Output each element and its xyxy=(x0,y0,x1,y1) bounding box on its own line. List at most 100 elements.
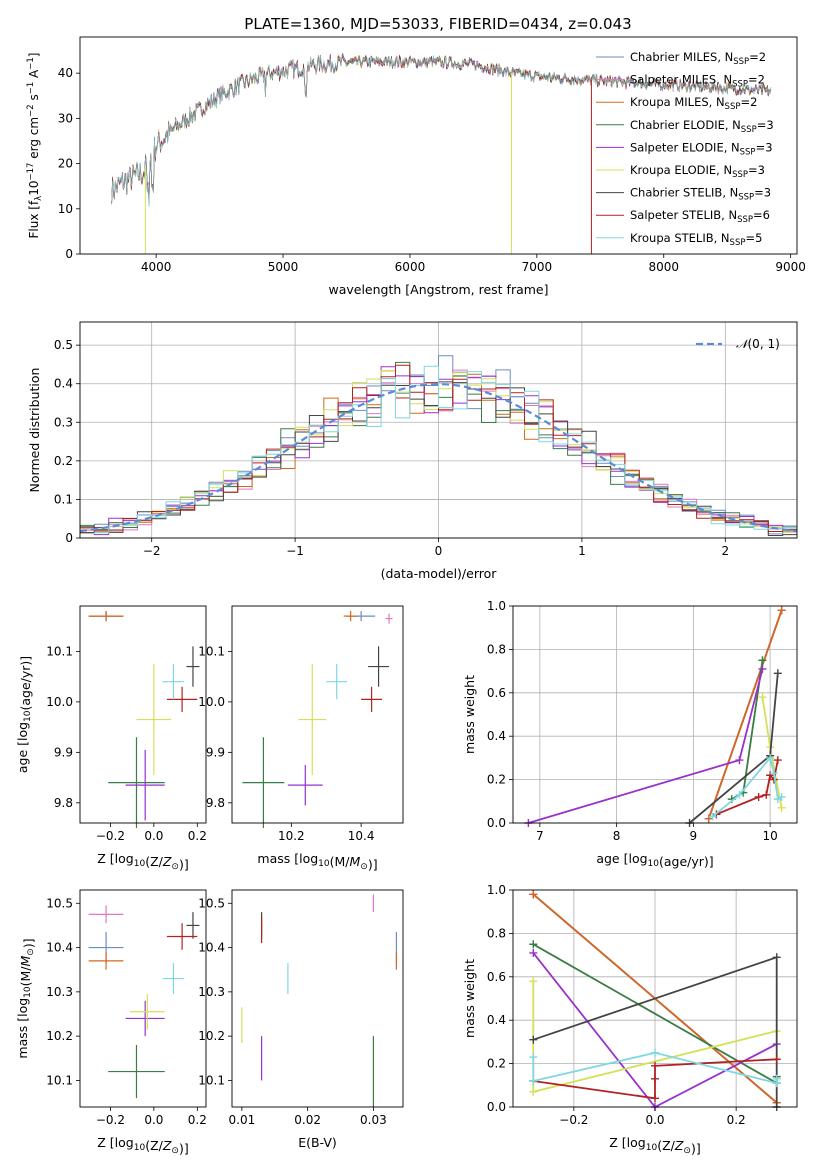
weight-marker xyxy=(769,769,778,778)
x-tick-label: 0.0 xyxy=(144,829,163,843)
weight-marker xyxy=(758,656,767,665)
y-tick-label: 20 xyxy=(58,157,73,171)
x-tick-label: −0.2 xyxy=(96,829,125,843)
x-tick-label: 0.0 xyxy=(645,1113,664,1127)
weight-marker xyxy=(529,1076,538,1085)
legend-entry: 𝒩(0, 1) xyxy=(736,337,780,351)
weight-marker xyxy=(766,753,775,762)
x-axis-label: Z [log10(Z/Z⊙)] xyxy=(609,1135,700,1156)
y-tick-label: 0.8 xyxy=(487,926,506,940)
weight-marker xyxy=(529,1035,538,1044)
x-tick-label: 5000 xyxy=(268,260,299,274)
legend-entry: Kroupa MILES, NSSP=2 xyxy=(630,95,757,112)
weight-marker xyxy=(529,940,538,949)
x-axis-label: E(B-V) xyxy=(298,1135,337,1150)
weight-marker xyxy=(529,1053,538,1062)
errorbar-point xyxy=(108,1045,165,1099)
weight-marker xyxy=(762,790,771,799)
errorbar-point xyxy=(129,994,165,1030)
y-tick-label: 30 xyxy=(58,111,73,125)
x-tick-label: 0.2 xyxy=(188,829,207,843)
y-axis-label: Normed distribution xyxy=(27,368,42,493)
y-tick-label: 0.2 xyxy=(487,773,506,787)
mass-vs-Z-panel: −0.2 0.0 0.2 10.1 10.2 10.3 10.4 10.5 Z [log10(Z… xyxy=(15,889,207,1156)
x-axis-label: age [log10(age/yr)] xyxy=(596,851,713,869)
y-tick-label: 10.1 xyxy=(198,1073,225,1087)
weight-marker xyxy=(529,977,538,986)
weight-marker xyxy=(651,1048,659,1057)
x-axis-label: Z [log10(Z/Z⊙)] xyxy=(97,1135,188,1156)
errorbar-point xyxy=(88,952,124,970)
axes-frame xyxy=(512,605,798,824)
x-tick-label: 9 xyxy=(690,829,698,843)
y-tick-label: 0.4 xyxy=(54,377,73,391)
x-tick-label: 0.0 xyxy=(144,1113,163,1127)
legend: Chabrier MILES, NSSP=2 Salpeter MILES, NS… xyxy=(596,50,774,248)
y-axis-label: mass [log10(M/M⊙)] xyxy=(15,938,36,1058)
errorbar-point xyxy=(287,764,323,806)
errorbar-point xyxy=(162,664,185,700)
x-tick-label: 0.01 xyxy=(229,1113,256,1127)
y-tick-label: 0.0 xyxy=(487,816,506,830)
y-tick-label: 0 xyxy=(65,247,73,261)
errorbar-point xyxy=(166,923,198,950)
y-tick-label: 10 xyxy=(58,202,73,216)
y-tick-label: 1.0 xyxy=(487,883,506,897)
x-axis-label: mass [log10(M/M⊙)] xyxy=(257,851,377,872)
y-tick-label: 0.4 xyxy=(487,1013,506,1027)
y-axis-label: mass weight xyxy=(462,959,477,1038)
weight-marker xyxy=(651,1094,659,1103)
x-axis-label: (data-model)/error xyxy=(381,566,498,581)
y-tick-label: 0.5 xyxy=(54,338,73,352)
errorbar-point xyxy=(186,912,200,939)
spectrum-panel: 4000 5000 6000 7000 8000 9000 0 10 20 30 40 wavelen… xyxy=(26,36,806,297)
weight-marker xyxy=(777,792,786,801)
x-tick-label: 8000 xyxy=(648,260,679,274)
y-tick-label: 10.2 xyxy=(198,1029,225,1043)
y-tick-label: 10.3 xyxy=(46,985,73,999)
y-tick-label: 10.2 xyxy=(46,1029,73,1043)
errorbar-point xyxy=(162,963,185,995)
legend-entry: Salpeter ELODIE, NSSP=3 xyxy=(630,140,773,157)
y-tick-label: 0.2 xyxy=(487,1057,506,1071)
x-tick-label: 9000 xyxy=(775,260,806,274)
legend-entry: Salpeter STELIB, NSSP=6 xyxy=(630,208,770,225)
legend-entry: Chabrier MILES, NSSP=2 xyxy=(630,50,766,67)
y-axis-label: Flux [fλ10−17 erg cm−2 s−1 A−1] xyxy=(26,53,44,239)
weight-marker xyxy=(529,890,538,899)
y-tick-label: 1.0 xyxy=(487,599,506,613)
massweight-vs-Z-panel: −0.2 0.0 0.2 0.0 0.2 0.4 0.6 0.8 1.0 Z [log10(Z/Z… xyxy=(462,883,798,1156)
x-tick-label: 10.4 xyxy=(348,829,375,843)
y-axis-label: mass weight xyxy=(462,675,477,754)
errorbar-point xyxy=(298,664,327,776)
x-tick-label: 10.2 xyxy=(278,829,305,843)
x-tick-label: −2 xyxy=(143,544,161,558)
y-tick-label: 40 xyxy=(58,66,73,80)
x-tick-label: 0.02 xyxy=(294,1113,321,1127)
x-tick-label: 4000 xyxy=(141,260,172,274)
histogram-step xyxy=(80,365,797,534)
errorbar-point xyxy=(361,686,383,712)
y-tick-label: 10.5 xyxy=(198,896,225,910)
y-tick-label: 10.1 xyxy=(46,1073,73,1087)
errorbar-point xyxy=(88,905,124,924)
errorbar-point xyxy=(242,737,285,829)
residuals-panel: −2 −1 0 1 2 0 0.1 0.2 0.3 0.4 0.5 (data-model)/erro… xyxy=(27,321,798,581)
legend-entry: Kroupa STELIB, NSSP=5 xyxy=(630,231,762,248)
x-tick-label: 0.03 xyxy=(360,1113,387,1127)
x-tick-label: 2 xyxy=(721,544,729,558)
y-tick-label: 0.8 xyxy=(487,642,506,656)
x-tick-label: −1 xyxy=(286,544,304,558)
axes-frame xyxy=(231,889,404,1108)
errorbar-point xyxy=(186,646,200,687)
axes-frame xyxy=(79,605,207,824)
weight-marker xyxy=(529,948,538,957)
figure-title: PLATE=1360, MJD=53033, FIBERID=0434, z=0… xyxy=(244,15,631,33)
weight-marker xyxy=(758,693,767,702)
errorbar-point xyxy=(343,611,358,622)
y-tick-label: 0.0 xyxy=(487,1100,506,1114)
weight-marker xyxy=(772,1074,781,1083)
weight-marker xyxy=(529,1087,538,1096)
weight-marker xyxy=(758,664,767,673)
